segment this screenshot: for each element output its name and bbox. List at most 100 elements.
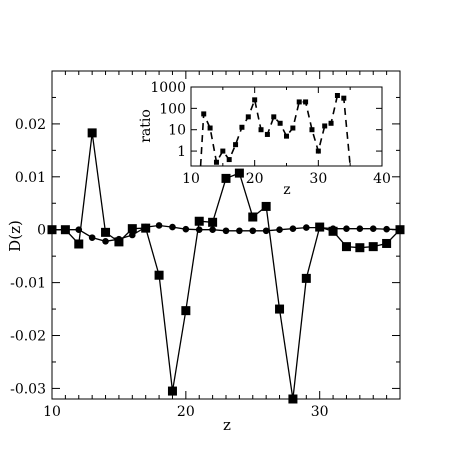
main-series-2-point <box>195 226 203 234</box>
main-series-2-point <box>222 227 230 235</box>
main-series-1-point <box>288 394 298 404</box>
inset-series-point <box>328 120 334 126</box>
main-series-1-point <box>194 216 204 226</box>
inset-series-point <box>233 142 239 148</box>
main-series-1-point <box>101 227 111 237</box>
inset-x-tick-label: 30 <box>309 171 327 187</box>
main-series-2-point <box>276 226 283 234</box>
inset-plot-background <box>191 87 382 166</box>
inset-x-axis-label: z <box>283 182 290 198</box>
main-series-2-point <box>249 227 257 235</box>
main-series-1-point <box>208 217 218 227</box>
inset-series-point <box>213 159 219 165</box>
main-y-tick-label: 0 <box>37 223 46 239</box>
inset-y-tick-label: 1000 <box>150 80 186 96</box>
inset-y-tick-label: 10 <box>168 123 186 139</box>
inset-chart: 10 20 30 40 1 10 100 1000 z ratio <box>138 80 391 198</box>
main-series-2-point <box>75 226 83 234</box>
main-series-1-point <box>154 270 164 280</box>
inset-series-point <box>290 125 296 131</box>
main-y-axis-label: D(z) <box>6 220 24 252</box>
main-x-tick-label: 10 <box>43 404 61 420</box>
main-series-1-point <box>87 128 97 138</box>
main-series-1-point <box>181 306 191 316</box>
main-y-tick-label: -0.02 <box>10 329 46 345</box>
main-series-2-point <box>356 225 364 232</box>
main-series-1-point <box>127 224 137 234</box>
main-series-1-point <box>382 238 392 248</box>
inset-series-point <box>226 157 232 163</box>
main-y-tick-label: -0.03 <box>10 381 46 397</box>
main-series-1-point <box>368 242 378 252</box>
main-series-1-line <box>52 132 401 400</box>
main-series-2-point <box>262 227 270 235</box>
inset-series-point <box>341 95 347 101</box>
inset-series-point <box>220 148 226 154</box>
inset-x-tick-label: 10 <box>182 171 200 187</box>
main-series-2-point <box>142 223 149 231</box>
inset-series-point <box>309 127 315 133</box>
inset-series-point <box>296 99 302 105</box>
inset-x-tick-label: 40 <box>373 171 391 187</box>
main-series-1-point <box>301 273 311 283</box>
main-axis-ticks: 10 20 30 0.02 0.01 0 -0.01 -0.02 -0.03 <box>10 70 401 420</box>
main-series-1-point <box>261 201 271 211</box>
inset-series-point <box>334 92 340 98</box>
main-series-1-point <box>341 242 351 252</box>
main-series-2-point <box>182 225 190 233</box>
inset-series-point <box>271 114 277 120</box>
main-series-2-point <box>396 226 404 234</box>
main-series-1-point <box>234 168 244 178</box>
main-series-2-point <box>209 226 216 234</box>
inset-series-point <box>284 133 289 139</box>
main-series-1-point <box>355 243 365 253</box>
inset-axis-ticks: 10 20 30 40 1 10 100 1000 <box>150 80 391 187</box>
main-series-1-point <box>167 386 177 396</box>
main-series-2-point <box>316 224 323 231</box>
main-series-2-point <box>102 238 109 245</box>
main-series-2-point <box>115 235 123 243</box>
inset-series-point <box>207 125 213 131</box>
main-series-2-point <box>369 225 377 232</box>
main-y-tick-label: -0.01 <box>10 276 46 292</box>
main-series-2-point <box>236 227 243 235</box>
main-series-1-point <box>248 212 258 222</box>
main-series-2-point <box>343 225 350 232</box>
inset-y-tick-label: 100 <box>159 101 186 117</box>
inset-series-point <box>264 131 270 137</box>
inset-series-point <box>322 123 328 129</box>
inset-series-point <box>239 124 245 130</box>
main-series-1-point <box>74 239 84 249</box>
main-series-2-point <box>88 234 96 241</box>
main-series-2-point <box>62 226 69 234</box>
main-series-2-point <box>169 223 176 231</box>
main-y-tick-label: 0.01 <box>15 170 46 186</box>
main-series-2-point <box>303 224 310 231</box>
main-x-axis-label: z <box>223 416 231 434</box>
inset-series-point <box>303 99 309 105</box>
main-x-tick-label: 20 <box>177 404 195 420</box>
main-series-2-point <box>329 225 337 232</box>
inset-series-point <box>277 120 283 126</box>
inset-x-tick-label: 20 <box>246 171 264 187</box>
main-y-tick-label: 0.02 <box>15 117 46 133</box>
inset-series-point <box>245 114 251 120</box>
main-series-2-point <box>383 225 390 233</box>
main-series-2-point <box>155 222 163 229</box>
main-x-tick-label: 30 <box>311 404 329 420</box>
main-series-1-point <box>275 304 285 314</box>
inset-y-axis-label: ratio <box>138 109 154 143</box>
inset-series-point <box>315 148 321 154</box>
inset-series-group <box>199 92 351 167</box>
inset-series-point <box>252 97 258 103</box>
main-series-2-point <box>48 226 56 234</box>
main-series-2-point <box>289 225 297 232</box>
inset-series-point <box>258 127 264 133</box>
main-series-group <box>47 128 405 404</box>
main-series-1-point <box>221 173 231 183</box>
main-chart: 10 20 30 0.02 0.01 0 -0.01 -0.02 -0.03 z D(z) <box>6 70 405 434</box>
main-series-2-point <box>129 231 136 239</box>
inset-y-tick-label: 1 <box>177 144 186 160</box>
inset-series-point <box>201 111 207 117</box>
